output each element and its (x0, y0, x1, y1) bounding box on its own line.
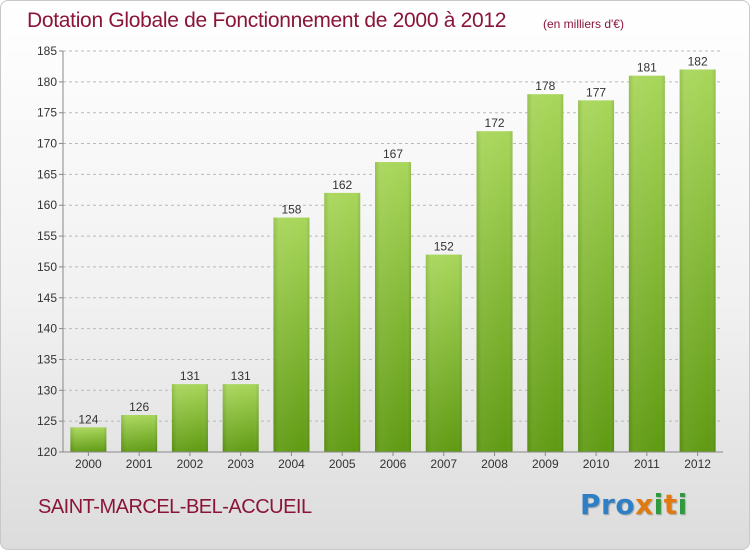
x-tick-label-2003: 2003 (227, 457, 254, 471)
y-tick-label: 140 (37, 322, 57, 336)
y-tick-label: 160 (37, 198, 57, 212)
data-label-2003: 131 (231, 369, 251, 383)
bar-shade-2000 (70, 427, 107, 452)
y-tick-label: 180 (37, 75, 57, 89)
data-label-2012: 182 (688, 55, 708, 69)
data-label-2004: 158 (281, 203, 301, 217)
data-label-2006: 167 (383, 147, 403, 161)
bar-shade-2007 (425, 254, 462, 452)
logo-letter: t (663, 488, 678, 521)
chart-subtitle: (en milliers d'€) (543, 17, 624, 31)
x-tick-label-2007: 2007 (430, 457, 457, 471)
bar-shade-2011 (628, 75, 665, 452)
chart-title: Dotation Globale de Fonctionnement de 20… (27, 9, 507, 32)
y-tick-label: 145 (37, 291, 57, 305)
data-label-2010: 177 (586, 85, 606, 99)
logo-letter: i (653, 488, 664, 521)
x-tick-label-2012: 2012 (684, 457, 711, 471)
x-tick-label-2006: 2006 (380, 457, 407, 471)
bar-shade-2002 (171, 384, 208, 452)
bar-shade-2010 (578, 100, 615, 452)
proxiti-logo: Proxiti (580, 488, 688, 521)
x-axis: 2000 2001 2002 2003 2004 2005 2006 2007 2008 2009… (63, 451, 723, 471)
x-tick-label-2009: 2009 (532, 457, 559, 471)
x-tick-label-2010: 2010 (583, 457, 610, 471)
bar-shade-2006 (375, 162, 411, 453)
x-tick-label-2005: 2005 (329, 457, 356, 471)
logo-letter: r (601, 488, 616, 521)
data-label-2007: 152 (434, 240, 454, 254)
bar-shade-2003 (222, 384, 259, 452)
logo-letter: P (580, 488, 602, 521)
commune-name: SAINT-MARCEL-BEL-ACCUEIL (38, 496, 312, 518)
bar-shade-2004 (273, 217, 310, 452)
data-label-2005: 162 (332, 178, 352, 192)
x-tick-label-2004: 2004 (278, 457, 305, 471)
y-tick-label: 135 (37, 352, 57, 366)
x-tick-label-2001: 2001 (126, 457, 153, 471)
data-label-2000: 124 (78, 412, 98, 426)
logo-letter: i (677, 488, 688, 521)
y-tick-label: 165 (37, 167, 57, 181)
bar-shade-2001 (121, 414, 158, 452)
logo-letter: x (635, 488, 654, 521)
data-labels: 124 126 131 131 158 162 167 152 172 178 177 181 182 (78, 55, 708, 427)
y-axis: 120 125 130 135 140 145 150 155 160 165 170 175 180 1… (37, 44, 64, 459)
x-tick-label-2000: 2000 (75, 457, 102, 471)
x-tick-label-2008: 2008 (481, 457, 508, 471)
bar-shade-2012 (679, 69, 716, 452)
y-tick-label: 185 (37, 44, 57, 58)
bar-shade-2008 (476, 131, 513, 452)
data-label-2008: 172 (485, 116, 505, 130)
y-tick-label: 120 (37, 445, 57, 459)
y-tick-label: 170 (37, 137, 57, 151)
x-tick-label-2011: 2011 (634, 457, 660, 471)
x-tick-label-2002: 2002 (177, 457, 204, 471)
bar-shade-2009 (527, 94, 564, 452)
y-tick-label: 155 (37, 229, 57, 243)
y-tick-label: 130 (37, 383, 57, 397)
data-label-2011: 181 (637, 61, 657, 75)
data-label-2009: 178 (535, 79, 555, 93)
logo-letter: o (615, 488, 636, 521)
y-tick-label: 175 (37, 106, 57, 120)
data-label-2002: 131 (180, 369, 200, 383)
bar-shade-2005 (324, 192, 361, 452)
y-tick-label: 125 (37, 414, 57, 428)
y-tick-label: 150 (37, 260, 57, 274)
bars (70, 69, 716, 453)
data-label-2001: 126 (129, 400, 149, 414)
